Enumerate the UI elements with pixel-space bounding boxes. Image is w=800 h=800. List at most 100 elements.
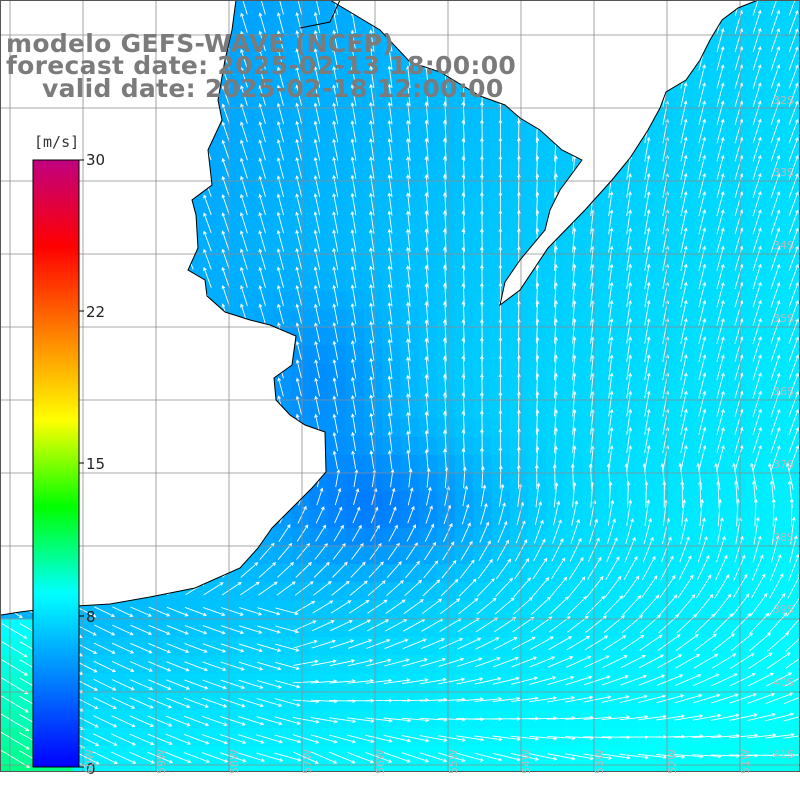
wind-arrow: [608, 372, 614, 399]
speed-cell: [236, 400, 256, 420]
wind-arrow: [221, 376, 230, 397]
speed-cell: [127, 273, 147, 292]
speed-cell: [273, 527, 292, 547]
wind-arrow: [566, 655, 592, 668]
speed-cell: [564, 527, 583, 547]
wind-arrow: [313, 284, 321, 307]
wind-arrow: [201, 734, 229, 745]
wind-arrow: [442, 119, 447, 143]
wind-arrow: [461, 522, 471, 543]
wind-arrow: [387, 83, 393, 107]
speed-cell: [509, 655, 529, 674]
wind-arrow: [129, 661, 153, 672]
speed-cell: [400, 600, 420, 620]
speed-cell: [527, 91, 547, 110]
speed-cell: [764, 72, 784, 92]
wind-arrow: [716, 154, 725, 180]
wind-arrow: [402, 658, 428, 667]
speed-cell: [127, 436, 147, 456]
wind-arrow: [680, 426, 688, 454]
wind-arrow: [770, 82, 781, 107]
speed-cell: [600, 127, 620, 147]
wind-arrow: [406, 156, 411, 180]
wind-arrow: [94, 624, 116, 636]
wind-arrow: [19, 269, 31, 288]
wind-arrow: [147, 715, 173, 727]
speed-cell: [218, 382, 238, 401]
speed-cell: [527, 527, 547, 547]
wind-arrow: [312, 600, 334, 614]
wind-arrow: [184, 230, 194, 252]
speed-cell: [600, 18, 620, 37]
speed-cell: [782, 764, 800, 772]
speed-cell: [200, 418, 219, 438]
wind-arrow: [167, 562, 187, 578]
wind-arrow: [583, 675, 611, 686]
wind-arrow: [185, 0, 194, 15]
speed-cell: [218, 546, 238, 565]
wind-arrow: [458, 598, 479, 615]
wind-arrow: [585, 595, 606, 616]
wind-arrow: [554, 82, 558, 107]
wind-arrow: [680, 408, 688, 435]
speed-cell: [546, 546, 565, 565]
speed-cell: [182, 527, 201, 547]
wind-arrow: [184, 625, 208, 635]
speed-cell: [163, 273, 183, 292]
speed-cell: [655, 327, 674, 347]
wind-arrow: [313, 84, 321, 106]
wind-arrow: [166, 376, 176, 397]
wind-arrow: [148, 583, 170, 595]
speed-cell: [309, 509, 329, 529]
speed-cell: [163, 436, 183, 456]
wind-arrow: [93, 660, 117, 673]
wind-arrow: [770, 154, 781, 180]
wind-arrow: [698, 9, 706, 34]
wind-arrow: [752, 191, 762, 217]
wind-arrow: [496, 539, 509, 562]
wind-arrow: [680, 82, 688, 107]
wind-arrow: [638, 694, 667, 703]
wind-arrow: [0, 360, 13, 379]
wind-arrow: [644, 172, 651, 198]
speed-cell: [309, 764, 329, 772]
wind-arrow: [313, 229, 321, 252]
wind-arrow: [583, 695, 612, 703]
wind-arrow: [492, 735, 521, 742]
wind-arrow: [480, 28, 484, 52]
colorbar-tick-8: 8: [86, 608, 96, 626]
wind-arrow: [440, 578, 459, 597]
speed-cell: [764, 291, 784, 310]
wind-arrow: [18, 341, 31, 360]
wind-arrow: [572, 28, 577, 52]
speed-cell: [673, 764, 693, 772]
speed-cell: [455, 691, 474, 711]
wind-arrow: [584, 635, 609, 651]
wind-arrow: [365, 658, 392, 667]
speed-cell: [54, 109, 74, 128]
speed-cell: [764, 145, 784, 165]
speed-cell: [145, 127, 165, 147]
wind-arrow: [314, 395, 320, 415]
wind-arrow: [767, 612, 788, 635]
valid-date: valid date: 2025-02-18 12:00:00: [42, 74, 504, 103]
speed-cell: [673, 655, 693, 674]
speed-cell: [254, 491, 274, 511]
wind-arrow: [698, 27, 706, 53]
speed-cell: [455, 637, 474, 656]
speed-cell: [673, 400, 693, 420]
speed-cell: [218, 418, 238, 438]
wind-arrow: [788, 154, 799, 180]
wind-arrow: [383, 658, 410, 667]
speed-cell: [546, 637, 565, 656]
wind-arrow: [712, 613, 734, 634]
wind-arrow: [517, 354, 521, 380]
wind-arrow: [608, 336, 614, 362]
speed-cell: [273, 418, 292, 438]
speed-cell: [746, 327, 765, 347]
wind-arrow: [387, 228, 393, 252]
speed-cell: [673, 182, 693, 201]
speed-cell: [691, 709, 711, 729]
speed-cell: [236, 436, 256, 456]
wind-arrow: [92, 377, 104, 397]
